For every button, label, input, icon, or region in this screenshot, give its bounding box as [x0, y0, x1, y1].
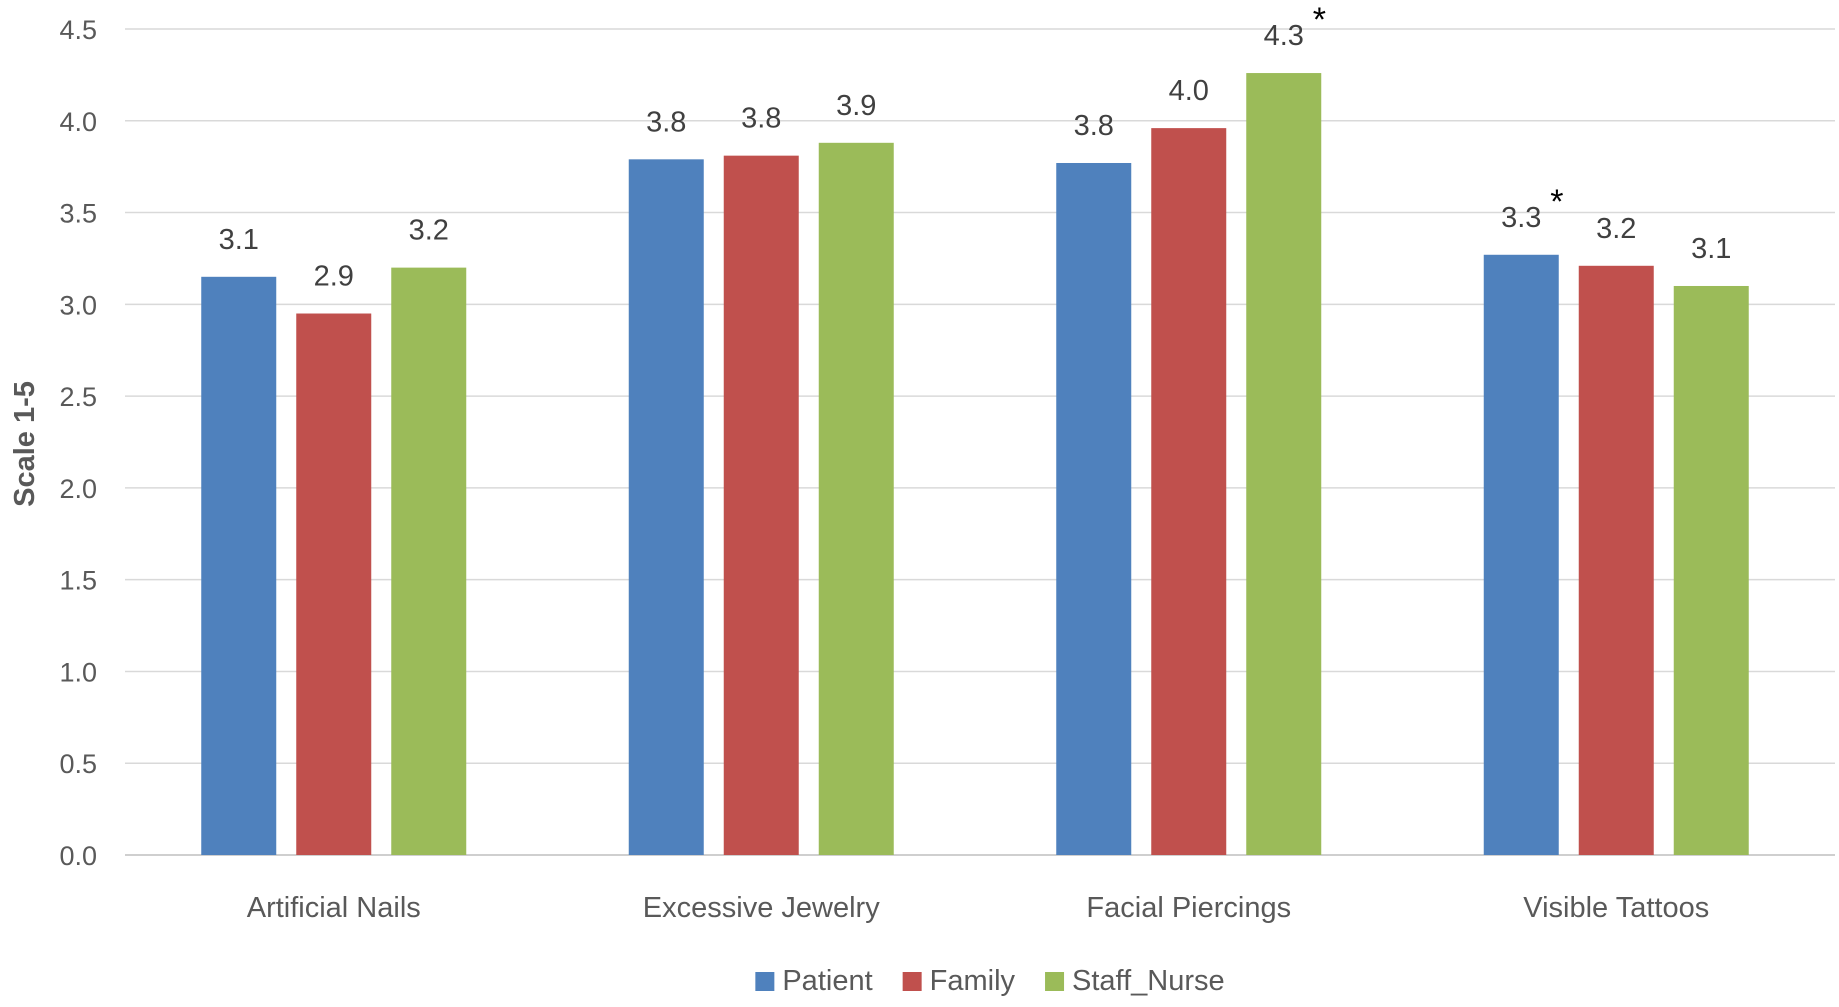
- data-label: 3.8: [741, 103, 781, 135]
- bar-staff-nurse: [1673, 285, 1749, 855]
- bar-patient: [628, 159, 704, 855]
- y-tick-label: 3.5: [59, 199, 97, 229]
- legend-item: Staff_Nurse: [1045, 965, 1225, 997]
- data-label: 3.1: [1691, 233, 1731, 265]
- significance-marker: *: [1313, 1, 1326, 39]
- bar-staff-nurse: [818, 142, 894, 855]
- data-labels: 3.1 2.9 3.2 3.8 3.8 3.9 3.8 4.0 4.3 * 3.3 * 3.2 3.1: [219, 1, 1732, 292]
- data-label: 3.1: [219, 224, 259, 256]
- data-label: 3.2: [1596, 213, 1636, 245]
- bar-patient: [1056, 162, 1132, 856]
- legend-item: Patient: [755, 965, 873, 997]
- y-axis-label: Scale 1-5: [9, 381, 41, 507]
- bar-patient: [201, 276, 277, 855]
- data-label: 3.8: [1074, 110, 1114, 142]
- bar-family: [723, 155, 799, 856]
- y-tick-label: 4.5: [59, 15, 97, 45]
- x-category-label: Visible Tattoos: [1523, 892, 1709, 924]
- bar-family: [296, 313, 372, 855]
- x-category-label: Excessive Jewelry: [643, 892, 880, 924]
- bar-family: [1151, 128, 1227, 855]
- legend-item: Family: [902, 965, 1016, 997]
- y-tick-label: 0.5: [59, 749, 97, 779]
- x-category-label: Facial Piercings: [1086, 892, 1291, 924]
- data-label: 4.0: [1169, 75, 1209, 107]
- data-label: 3.8: [646, 106, 686, 138]
- bar-patient: [1483, 254, 1559, 856]
- legend-swatch: [1045, 972, 1065, 991]
- legend-label: Staff_Nurse: [1072, 965, 1225, 997]
- gridlines: [125, 28, 1835, 856]
- y-tick-label: 1.0: [59, 657, 97, 687]
- bars: [201, 73, 1749, 856]
- legend-swatch: [902, 972, 922, 991]
- x-axis-categories: Artificial Nails Excessive Jewelry Facial …: [247, 892, 1709, 924]
- y-tick-label: 2.0: [59, 474, 97, 504]
- bar-family: [1578, 265, 1654, 856]
- x-category-label: Artificial Nails: [247, 892, 421, 924]
- y-tick-label: 4.0: [59, 107, 97, 137]
- legend: Patient Family Staff_Nurse: [755, 965, 1225, 997]
- data-label: 3.3: [1501, 202, 1541, 234]
- data-label: 2.9: [314, 261, 354, 293]
- bar-staff-nurse: [391, 267, 467, 856]
- data-label: 3.9: [836, 90, 876, 122]
- legend-label: Family: [930, 965, 1016, 997]
- y-tick-label: 1.5: [59, 566, 97, 596]
- legend-swatch: [755, 972, 775, 991]
- y-axis-ticks: 0.0 0.5 1.0 1.5 2.0 2.5 3.0 3.5 4.0 4.5: [59, 15, 97, 871]
- legend-label: Patient: [782, 965, 872, 997]
- y-tick-label: 2.5: [59, 382, 97, 412]
- y-tick-label: 0.0: [59, 841, 97, 871]
- bar-staff-nurse: [1246, 73, 1322, 855]
- data-label: 4.3: [1264, 20, 1304, 52]
- data-label: 3.2: [409, 215, 449, 247]
- y-tick-label: 3.0: [59, 290, 97, 320]
- significance-marker: *: [1550, 183, 1563, 221]
